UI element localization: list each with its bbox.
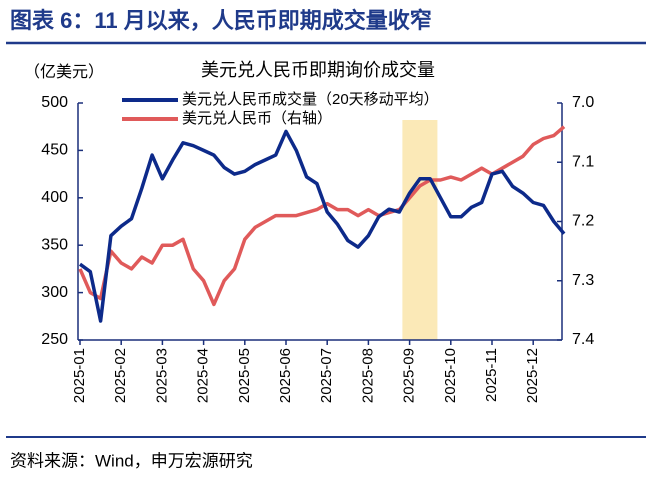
y-tick-label: 450 xyxy=(41,142,68,159)
y-unit: （亿美元） xyxy=(24,63,104,81)
x-tick-label: 2025-12 xyxy=(524,348,541,403)
x-tick-label: 2025-07 xyxy=(318,348,335,403)
y-tick-label: 250 xyxy=(41,331,68,348)
highlight-band xyxy=(402,120,438,340)
x-tick-label: 2025-02 xyxy=(112,348,129,403)
y-tick-label: 400 xyxy=(41,189,68,206)
x-tick-label: 2025-06 xyxy=(277,348,294,403)
y2-tick-label: 7.3 xyxy=(572,272,594,289)
x-tick-label: 2025-11 xyxy=(483,348,500,402)
source: 资料来源：Wind，申万宏源研究 xyxy=(10,451,253,470)
series-line xyxy=(78,125,566,307)
page-title: 图表 6：11 月以来，人民币即期成交量收窄 xyxy=(10,8,432,33)
x-tick-label: 2025-05 xyxy=(236,348,253,403)
y2-tick-label: 7.2 xyxy=(572,213,594,230)
y2-tick-label: 7.0 xyxy=(572,94,594,111)
series-line xyxy=(78,129,566,323)
y-tick-label: 350 xyxy=(41,236,68,253)
x-tick-label: 2025-08 xyxy=(359,348,376,403)
y-tick-label: 500 xyxy=(41,94,68,111)
x-tick-label: 2025-03 xyxy=(153,348,170,403)
x-tick-label: 2025-01 xyxy=(71,348,88,403)
x-tick-label: 2025-10 xyxy=(442,348,459,403)
x-tick-label: 2025-04 xyxy=(195,348,212,403)
chart-title: 美元兑人民币即期询价成交量 xyxy=(201,60,435,80)
legend-label: 美元兑人民币（右轴） xyxy=(182,110,332,127)
y-tick-label: 300 xyxy=(41,284,68,301)
legend-label: 美元兑人民币成交量（20天移动平均） xyxy=(182,90,439,108)
x-tick-label: 2025-09 xyxy=(401,348,418,403)
y2-tick-label: 7.4 xyxy=(572,331,594,348)
y2-tick-label: 7.1 xyxy=(572,153,594,170)
